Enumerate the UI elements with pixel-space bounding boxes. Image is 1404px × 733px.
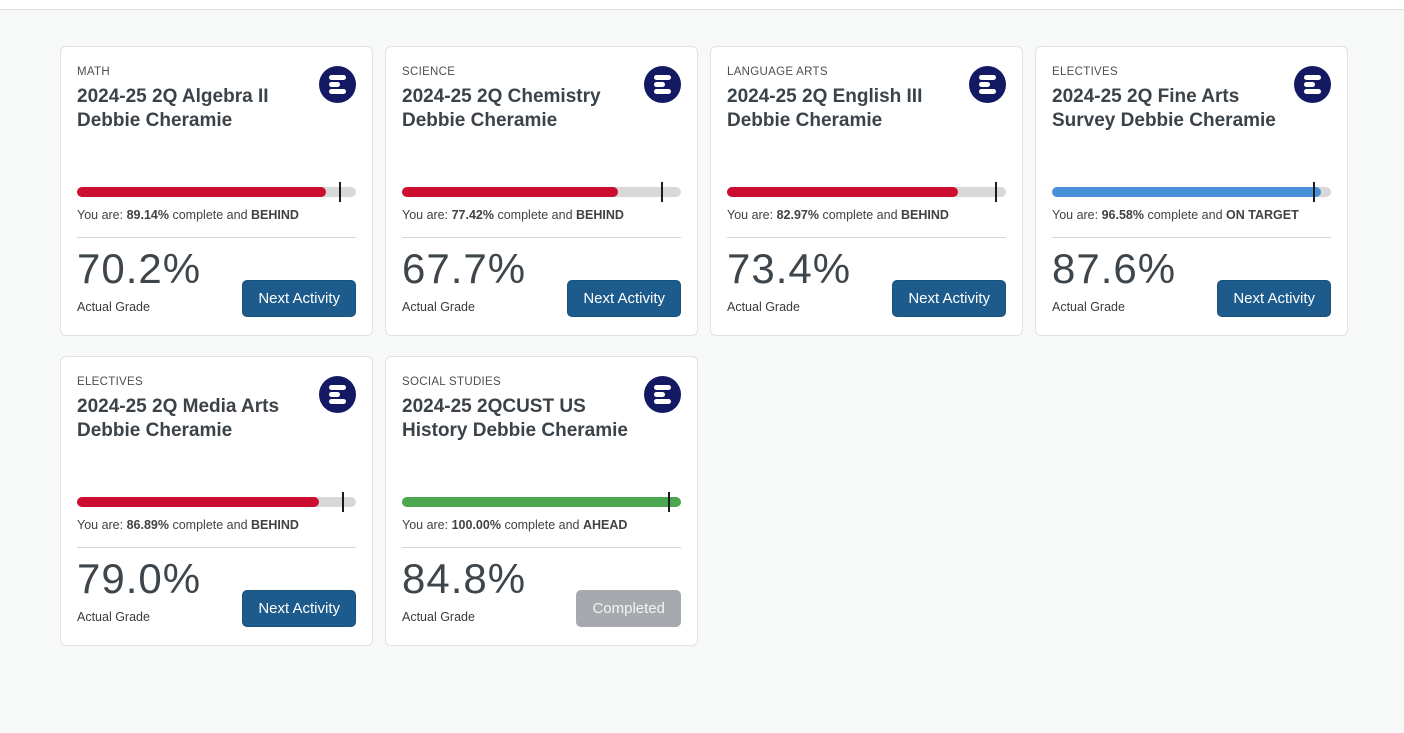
card-footer: 79.0% Actual Grade Next Activity — [77, 548, 356, 627]
actual-grade-value: 87.6% — [1052, 245, 1177, 292]
progress-fill — [1052, 187, 1322, 197]
course-title: 2024-25 2Q Media Arts Debbie Cheramie — [77, 396, 280, 441]
edgenuity-logo-icon — [644, 376, 681, 413]
divider — [727, 237, 1006, 238]
actual-grade-label: Actual Grade — [77, 300, 150, 315]
actual-grade-label: Actual Grade — [402, 610, 475, 625]
progress-bar — [402, 492, 681, 512]
edgenuity-logo-icon — [969, 66, 1006, 103]
complete-percent: 77.42% — [451, 208, 494, 222]
progress-status: You are: 82.97% complete and BEHIND — [727, 208, 949, 222]
progress-status: You are: 89.14% complete and BEHIND — [77, 208, 299, 222]
progress-bar — [77, 182, 356, 202]
course-card-us-history: SOCIAL STUDIES 2024-25 2QCUST US History… — [385, 356, 698, 646]
target-tick-icon — [667, 492, 670, 512]
target-tick-icon — [661, 182, 664, 202]
card-footer: 84.8% Actual Grade Completed — [402, 548, 681, 627]
progress-bar — [77, 492, 356, 512]
card-footer: 70.2% Actual Grade Next Activity — [77, 238, 356, 317]
progress-status: You are: 77.42% complete and BEHIND — [402, 208, 624, 222]
pace-status: AHEAD — [582, 518, 628, 532]
complete-percent: 96.58% — [1101, 208, 1144, 222]
pace-status: BEHIND — [901, 208, 949, 222]
progress-bar — [402, 182, 681, 202]
card-header: ELECTIVES 2024-25 2Q Fine Arts Survey De… — [1052, 63, 1331, 187]
card-header: SCIENCE 2024-25 2Q Chemistry Debbie Cher… — [402, 63, 681, 187]
progress-fill — [402, 497, 681, 507]
actual-grade-label: Actual Grade — [402, 300, 475, 315]
card-footer: 73.4% Actual Grade Next Activity — [727, 238, 1006, 317]
divider — [77, 547, 356, 548]
actual-grade-value: 70.2% — [77, 245, 202, 292]
course-category: MATH — [77, 66, 110, 78]
course-category: ELECTIVES — [77, 376, 143, 388]
progress-fill — [727, 187, 959, 197]
actual-grade-label: Actual Grade — [727, 300, 800, 315]
course-title: 2024-25 2Q English III Debbie Cheramie — [727, 86, 923, 131]
next-activity-button[interactable]: Next Activity — [1217, 280, 1331, 317]
course-category: ELECTIVES — [1052, 66, 1118, 78]
progress-status: You are: 100.00% complete and AHEAD — [402, 518, 628, 532]
course-card-chemistry: SCIENCE 2024-25 2Q Chemistry Debbie Cher… — [385, 46, 698, 336]
pace-status: BEHIND — [251, 208, 299, 222]
divider — [402, 237, 681, 238]
actual-grade-value: 79.0% — [77, 555, 202, 602]
progress-fill — [77, 497, 320, 507]
next-activity-button[interactable]: Next Activity — [892, 280, 1006, 317]
course-title: 2024-25 2Q Fine Arts Survey Debbie Chera… — [1052, 86, 1276, 131]
course-card-fine-arts: ELECTIVES 2024-25 2Q Fine Arts Survey De… — [1035, 46, 1348, 336]
complete-percent: 86.89% — [126, 518, 169, 532]
edgenuity-logo-icon — [644, 66, 681, 103]
course-card-media-arts: ELECTIVES 2024-25 2Q Media Arts Debbie C… — [60, 356, 373, 646]
course-title: 2024-25 2Q Algebra II Debbie Cheramie — [77, 86, 269, 131]
course-category: SOCIAL STUDIES — [402, 376, 501, 388]
card-header: MATH 2024-25 2Q Algebra II Debbie Cheram… — [77, 63, 356, 187]
edgenuity-logo-icon — [1294, 66, 1331, 103]
progress-bar — [1052, 182, 1331, 202]
actual-grade-value: 67.7% — [402, 245, 527, 292]
pace-status: BEHIND — [251, 518, 299, 532]
divider — [402, 547, 681, 548]
target-tick-icon — [1312, 182, 1315, 202]
actual-grade-label: Actual Grade — [77, 610, 150, 625]
course-category: LANGUAGE ARTS — [727, 66, 828, 78]
progress-status: You are: 86.89% complete and BEHIND — [77, 518, 299, 532]
course-title: 2024-25 2Q Chemistry Debbie Cheramie — [402, 86, 601, 131]
card-footer: 67.7% Actual Grade Next Activity — [402, 238, 681, 317]
target-tick-icon — [342, 492, 345, 512]
course-title: 2024-25 2QCUST US History Debbie Cherami… — [402, 396, 628, 441]
course-card-english: LANGUAGE ARTS 2024-25 2Q English III Deb… — [710, 46, 1023, 336]
target-tick-icon — [994, 182, 997, 202]
target-tick-icon — [339, 182, 342, 202]
pace-status: ON TARGET — [1226, 208, 1299, 222]
course-card-algebra: MATH 2024-25 2Q Algebra II Debbie Cheram… — [60, 46, 373, 336]
pace-status: BEHIND — [576, 208, 624, 222]
completed-button: Completed — [576, 590, 681, 627]
edgenuity-logo-icon — [319, 376, 356, 413]
complete-percent: 89.14% — [126, 208, 169, 222]
complete-percent: 82.97% — [776, 208, 819, 222]
progress-fill — [77, 187, 326, 197]
progress-bar — [727, 182, 1006, 202]
divider — [1052, 237, 1331, 238]
page-top-divider — [0, 0, 1404, 10]
next-activity-button[interactable]: Next Activity — [242, 280, 356, 317]
card-header: LANGUAGE ARTS 2024-25 2Q English III Deb… — [727, 63, 1006, 187]
card-header: ELECTIVES 2024-25 2Q Media Arts Debbie C… — [77, 373, 356, 497]
actual-grade-value: 84.8% — [402, 555, 527, 602]
card-footer: 87.6% Actual Grade Next Activity — [1052, 238, 1331, 317]
progress-status: You are: 96.58% complete and ON TARGET — [1052, 208, 1299, 222]
next-activity-button[interactable]: Next Activity — [567, 280, 681, 317]
edgenuity-logo-icon — [319, 66, 356, 103]
next-activity-button[interactable]: Next Activity — [242, 590, 356, 627]
divider — [77, 237, 356, 238]
actual-grade-label: Actual Grade — [1052, 300, 1125, 315]
actual-grade-value: 73.4% — [727, 245, 852, 292]
course-card-grid: MATH 2024-25 2Q Algebra II Debbie Cheram… — [0, 10, 1404, 646]
course-category: SCIENCE — [402, 66, 456, 78]
complete-percent: 100.00% — [451, 518, 501, 532]
card-header: SOCIAL STUDIES 2024-25 2QCUST US History… — [402, 373, 681, 497]
progress-fill — [402, 187, 618, 197]
